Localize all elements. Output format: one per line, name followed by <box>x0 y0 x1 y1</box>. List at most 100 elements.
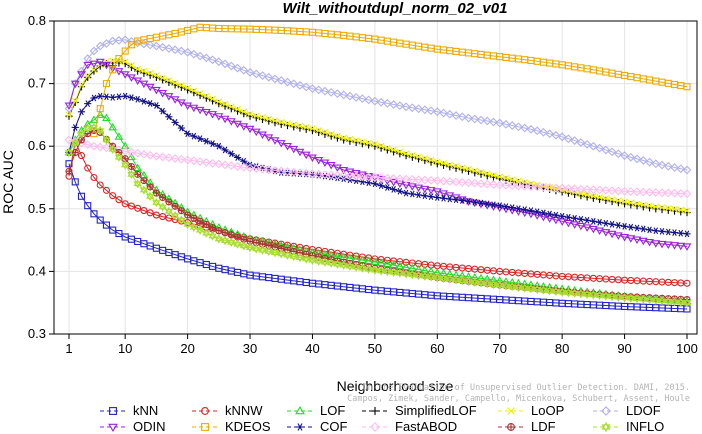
data-point-inflo <box>545 285 554 296</box>
data-point-loop <box>153 72 160 79</box>
data-point-ldof <box>595 143 604 153</box>
legend-label: ODIN <box>133 419 166 434</box>
data-point-inflo <box>408 269 417 280</box>
data-point-odin <box>308 154 317 163</box>
series-kdeos <box>90 23 691 138</box>
legend-label: INFLO <box>626 419 664 434</box>
data-point-cof <box>571 214 579 222</box>
data-point-inflo <box>489 279 498 290</box>
data-point-ldof <box>588 141 598 151</box>
data-point-cof <box>546 210 554 218</box>
data-point-odin <box>301 151 311 160</box>
data-point-lof <box>133 163 143 172</box>
data-point-loop <box>452 162 460 170</box>
data-point-fastabod <box>364 172 374 182</box>
data-point-fastabod <box>226 161 236 171</box>
data-point-ldof <box>358 94 367 104</box>
data-point-ldof <box>607 147 617 157</box>
data-point-fastabod <box>283 167 292 176</box>
data-point-odin <box>201 108 211 117</box>
data-point-odin <box>445 192 455 200</box>
data-point-fastabod <box>464 178 473 188</box>
data-point-loop <box>421 155 429 162</box>
data-point-loop <box>639 201 647 209</box>
data-point-odin <box>158 90 168 98</box>
data-point-ldof <box>258 71 267 80</box>
data-point-inflo <box>302 254 311 264</box>
data-point-cof <box>602 219 610 227</box>
data-point-fastabod <box>420 175 430 185</box>
data-point-inflo <box>501 281 511 291</box>
data-point-cof <box>639 225 647 233</box>
data-point-cof <box>564 213 572 221</box>
data-point-inflo <box>295 252 305 263</box>
data-point-ldof <box>657 160 667 170</box>
data-point-ldof <box>676 164 686 174</box>
data-point-knnw <box>152 211 160 219</box>
data-point-ldof <box>495 118 505 128</box>
data-point-inflo <box>551 286 561 297</box>
data-point-knnw <box>115 196 123 204</box>
data-point-fastabod <box>102 143 111 153</box>
data-point-odin <box>588 225 598 234</box>
data-point-odin <box>426 187 436 195</box>
legend-item-inflo: INFLO <box>593 419 664 434</box>
legend-label: LDOF <box>626 403 661 418</box>
legend-item-ldof: LDOF <box>593 403 661 418</box>
chart-title: Wilt_withoutdupl_norm_02_v01 <box>283 0 508 17</box>
data-point-inflo <box>458 275 467 286</box>
data-point-fastabod <box>308 169 317 179</box>
data-point-odin <box>251 128 261 137</box>
data-point-lof <box>77 126 86 134</box>
data-point-fastabod <box>439 176 448 186</box>
data-point-odin <box>208 111 217 119</box>
data-point-cof <box>371 180 379 188</box>
data-point-loop <box>246 110 254 118</box>
data-point-cof <box>577 215 585 223</box>
data-point-ldof <box>120 35 130 45</box>
data-point-inflo <box>171 210 180 221</box>
data-point-knnw <box>683 279 691 287</box>
y-tick-label: 0.7 <box>28 76 46 91</box>
legend-item-fastabod: FastABOD <box>362 419 457 434</box>
data-point-inflo <box>245 242 255 253</box>
data-point-inflo <box>358 263 367 273</box>
data-point-cof <box>589 217 597 225</box>
data-point-ldof <box>239 65 249 75</box>
data-point-ldf <box>71 148 79 157</box>
data-point-ldof <box>333 89 342 98</box>
data-point-loop <box>383 144 391 152</box>
data-point-cof <box>677 229 685 237</box>
data-point-ldof <box>320 86 330 96</box>
data-point-fastabod <box>208 158 217 168</box>
data-point-inflo <box>589 290 598 300</box>
data-point-inflo <box>114 152 124 162</box>
data-point-odin <box>127 74 136 82</box>
data-point-ldof <box>476 115 486 125</box>
data-point-fastabod <box>670 188 679 198</box>
data-point-fastabod <box>289 167 299 177</box>
data-point-cof <box>633 224 641 232</box>
data-point-knnw <box>140 207 148 215</box>
data-point-cof <box>439 194 448 202</box>
data-point-inflo <box>657 296 667 306</box>
data-point-odin <box>470 199 480 208</box>
data-point-loop <box>146 69 154 77</box>
data-point-loop <box>209 95 216 103</box>
data-point-cof <box>127 94 136 102</box>
data-point-odin <box>613 232 623 240</box>
data-point-inflo <box>239 241 248 251</box>
data-point-cof <box>683 230 691 238</box>
data-point-cof <box>620 222 629 230</box>
data-point-inflo <box>632 294 642 304</box>
data-point-fastabod <box>607 186 617 196</box>
data-point-inflo <box>676 297 685 307</box>
data-point-odin <box>333 164 342 173</box>
data-point-fastabod <box>127 147 136 157</box>
data-point-loop <box>427 156 435 164</box>
data-point-inflo <box>401 269 411 279</box>
data-point-ldf <box>233 233 242 241</box>
data-point-knnw <box>84 164 92 172</box>
data-point-odin <box>557 218 567 226</box>
data-point-inflo <box>664 296 673 306</box>
